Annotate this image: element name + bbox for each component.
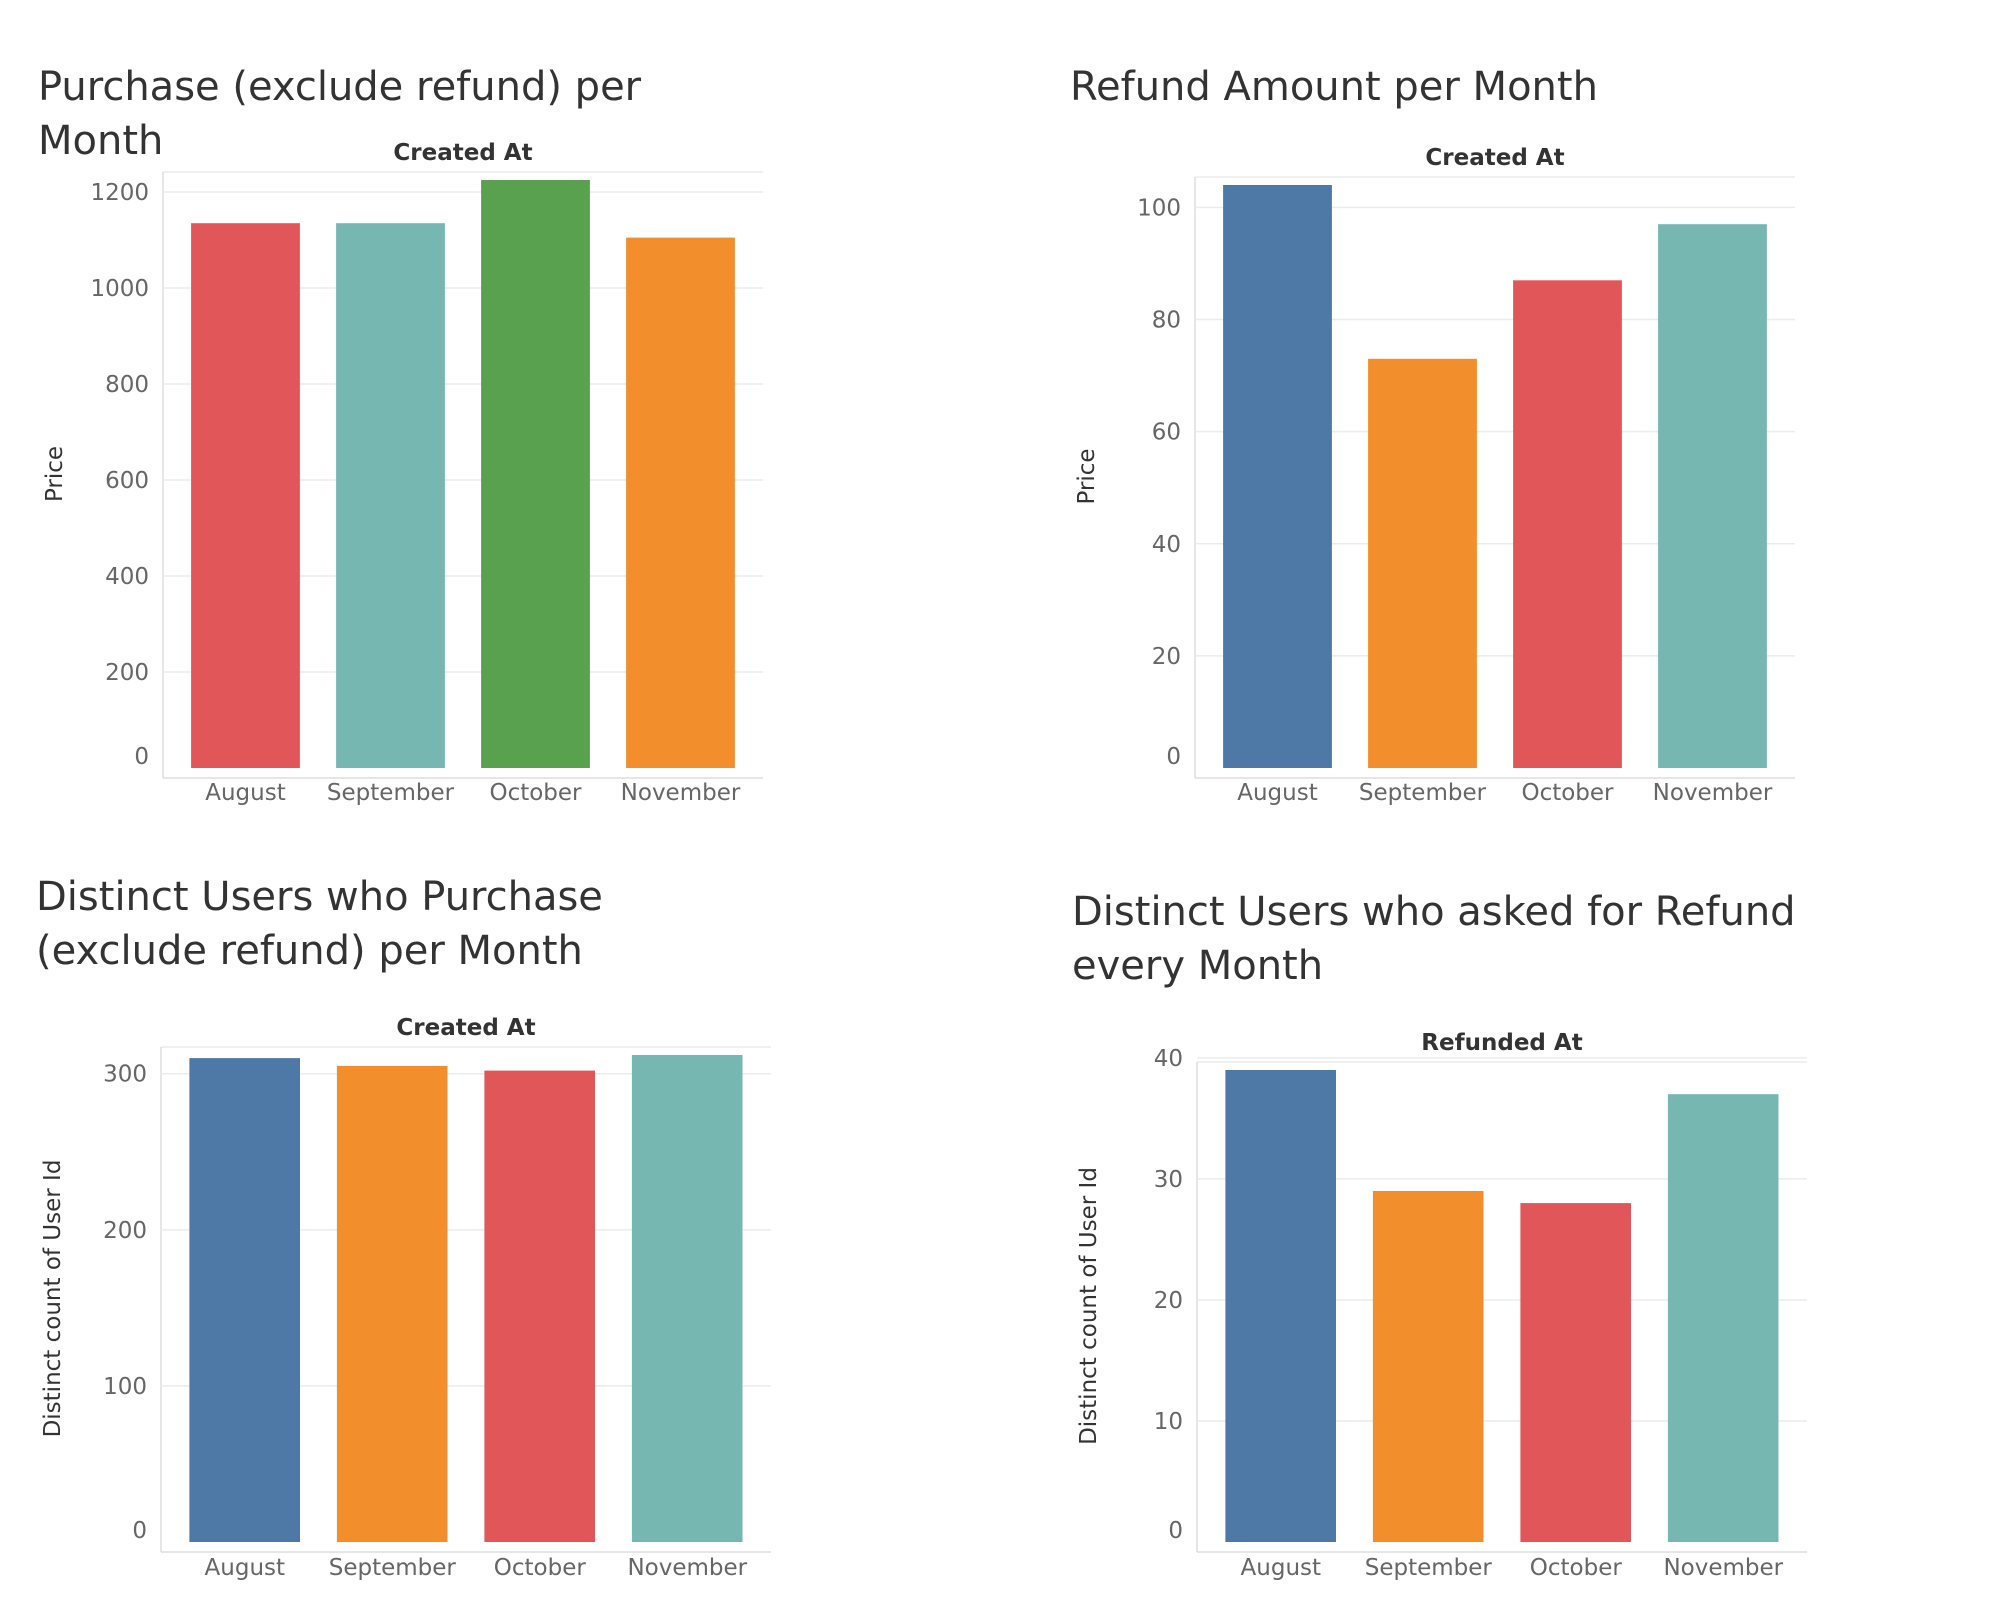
x-tick-label: October xyxy=(489,780,582,806)
x-tick-label: September xyxy=(327,780,455,806)
column-header: Created At xyxy=(393,140,532,166)
bar-september xyxy=(1368,358,1477,768)
y-axis-title: Price xyxy=(1074,448,1100,504)
y-tick-label: 10 xyxy=(1154,1409,1183,1435)
y-tick-label: 1200 xyxy=(90,180,149,206)
bar-chart: Created At 0 20 40 60 80 100 Price August Septemb… xyxy=(1074,145,1795,806)
chart-title: Purchase (exclude refund) per Month xyxy=(38,64,642,164)
bar-november xyxy=(626,237,735,769)
y-tick-label: 60 xyxy=(1152,420,1181,446)
y-tick-label: 20 xyxy=(1154,1288,1183,1314)
bar-november xyxy=(1658,224,1767,768)
y-tick-label: 80 xyxy=(1152,308,1181,334)
column-header: Refunded At xyxy=(1421,1030,1582,1056)
bar-august xyxy=(1225,1070,1336,1542)
bar-september xyxy=(1372,1191,1484,1542)
x-tick-label: November xyxy=(627,1555,747,1581)
y-tick-label: 200 xyxy=(105,660,149,686)
x-tick-label: August xyxy=(205,780,286,806)
bar-august xyxy=(191,223,300,768)
x-tick-label: August xyxy=(205,1555,286,1581)
bar-october xyxy=(1520,1203,1631,1542)
x-tick-label: November xyxy=(1653,780,1773,806)
column-header: Created At xyxy=(1425,145,1564,171)
chart-panel-refund-amount: Refund Amount per Month Created At 0 20 40 6… xyxy=(1070,60,1830,820)
y-tick-label: 100 xyxy=(103,1374,147,1400)
x-tick-label: September xyxy=(1359,780,1487,806)
x-tick-label: October xyxy=(1530,1555,1623,1581)
bar-chart: Created At 0 100 200 300 Distinct count of Us… xyxy=(40,1015,771,1581)
x-tick-label: October xyxy=(1521,780,1614,806)
bar-september xyxy=(336,223,445,768)
y-tick-label: 1000 xyxy=(90,276,149,302)
bar-november xyxy=(631,1055,743,1542)
chart-panel-distinct-refunders: Distinct Users who asked for Refund ever… xyxy=(1072,885,1832,1590)
y-tick-label: 0 xyxy=(132,1518,147,1544)
chart-title: Distinct Users who asked for Refund ever… xyxy=(1072,889,1796,989)
chart-title: Distinct Users who Purchase (exclude ref… xyxy=(36,874,603,974)
x-tick-label: August xyxy=(1237,780,1318,806)
x-tick-label: November xyxy=(1663,1555,1783,1581)
y-axis-title: Distinct count of User Id xyxy=(1076,1167,1102,1445)
y-tick-label: 0 xyxy=(1168,1518,1183,1544)
bar-november xyxy=(1667,1094,1779,1542)
column-header: Created At xyxy=(396,1015,535,1041)
bar-chart: Created At 0 200 400 600 800 1000 1200 Price Augu… xyxy=(42,140,763,806)
y-axis-title: Price xyxy=(42,446,68,502)
x-tick-label: September xyxy=(1365,1555,1493,1581)
bar-august xyxy=(1223,185,1332,768)
chart-panel-distinct-purchasers: Distinct Users who Purchase (exclude ref… xyxy=(36,870,796,1590)
y-tick-label: 200 xyxy=(103,1218,147,1244)
y-tick-label: 0 xyxy=(1166,744,1181,770)
bar-october xyxy=(481,180,590,768)
y-tick-label: 300 xyxy=(103,1062,147,1088)
y-tick-label: 800 xyxy=(105,372,149,398)
chart-panel-purchase: Purchase (exclude refund) per Month Crea… xyxy=(38,60,798,820)
x-tick-label: August xyxy=(1241,1555,1322,1581)
y-tick-label: 40 xyxy=(1154,1046,1183,1072)
bar-october xyxy=(1513,280,1622,768)
bar-chart: Refunded At 0 10 20 30 40 Distinct count of Us… xyxy=(1076,1030,1807,1581)
bar-august xyxy=(189,1058,300,1542)
x-tick-label: September xyxy=(329,1555,457,1581)
x-tick-label: October xyxy=(494,1555,587,1581)
y-axis-title: Distinct count of User Id xyxy=(40,1160,66,1438)
y-tick-label: 30 xyxy=(1154,1167,1183,1193)
y-tick-label: 400 xyxy=(105,564,149,590)
chart-title: Refund Amount per Month xyxy=(1070,64,1598,110)
bar-september xyxy=(336,1065,448,1542)
y-tick-label: 0 xyxy=(134,744,149,770)
y-tick-label: 20 xyxy=(1152,644,1181,670)
y-tick-label: 40 xyxy=(1152,532,1181,558)
x-tick-label: November xyxy=(621,780,741,806)
bar-october xyxy=(484,1070,595,1542)
y-tick-label: 100 xyxy=(1137,195,1181,221)
y-tick-label: 600 xyxy=(105,468,149,494)
